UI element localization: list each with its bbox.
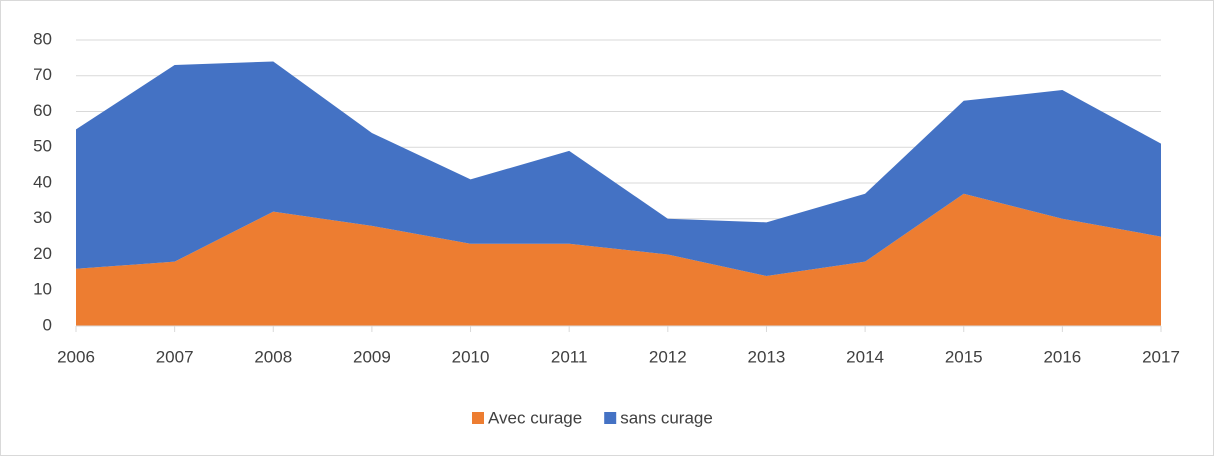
x-tick-label: 2009 xyxy=(353,347,391,366)
y-tick-label: 20 xyxy=(33,244,52,263)
legend-label: Avec curage xyxy=(488,408,582,427)
legend-swatch xyxy=(604,412,617,424)
y-tick-label: 0 xyxy=(43,315,52,334)
y-tick-label: 10 xyxy=(33,280,52,299)
area xyxy=(76,193,1161,326)
y-tick-label: 60 xyxy=(33,101,52,120)
x-tick-label: 2010 xyxy=(452,347,490,366)
y-tick-label: 50 xyxy=(33,137,52,156)
x-tick-label: 2014 xyxy=(846,347,884,366)
x-tick-label: 2007 xyxy=(156,347,194,366)
y-tick-label: 30 xyxy=(33,208,52,227)
legend-label: sans curage xyxy=(620,408,713,427)
x-tick-label: 2006 xyxy=(57,347,95,366)
legend-swatch xyxy=(472,412,484,424)
y-tick-label: 80 xyxy=(33,29,52,48)
area xyxy=(76,61,1161,276)
x-tick-label: 2015 xyxy=(945,347,983,366)
y-tick-label: 70 xyxy=(33,65,52,84)
x-tick-label: 2013 xyxy=(748,347,786,366)
x-tick-label: 2012 xyxy=(649,347,687,366)
x-tick-label: 2008 xyxy=(254,347,292,366)
x-tick-label: 2016 xyxy=(1043,347,1081,366)
x-tick-label: 2017 xyxy=(1142,347,1180,366)
x-tick-label: 2011 xyxy=(551,347,588,366)
y-tick-label: 40 xyxy=(33,172,52,191)
